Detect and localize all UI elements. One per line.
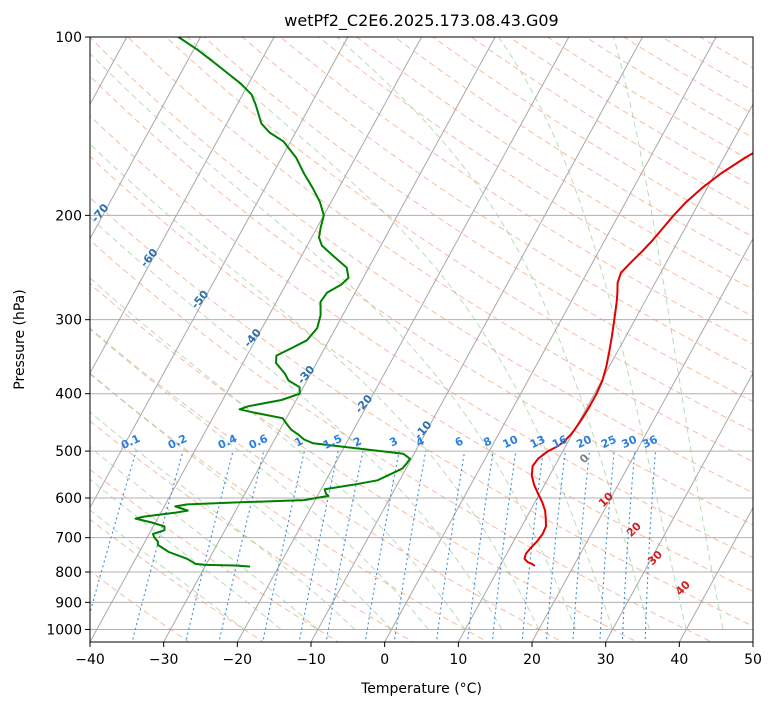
y-tick-label: 100 [55,30,82,46]
mixing-ratio-label: 10 [501,433,521,451]
x-tick-label: −20 [223,652,253,668]
isotherm-line [90,37,423,642]
y-tick-label: 800 [55,565,82,581]
x-tick-label: −30 [149,652,179,668]
y-tick-label: 300 [55,313,82,329]
chart-title: wetPf2_C2E6.2025.173.08.43.G09 [284,11,558,31]
moist-adiabat-line [90,411,356,630]
mixing-ratio-label: 20 [574,433,594,451]
x-tick-label: 40 [670,652,688,668]
moist-adiabat-line [498,37,687,630]
mixing-ratio-line [218,450,265,642]
y-tick-label: 200 [55,208,82,224]
y-tick-label: 400 [55,387,82,403]
moist-adiabat-line [613,37,724,630]
mixing-ratio-line [545,451,566,642]
dry-adiabat-line [355,37,753,290]
x-tick-label: 0 [380,652,389,668]
x-tick-label: −10 [296,652,326,668]
dry-adiabat-line [90,155,753,592]
moist-adiabat-line [90,143,540,630]
dry-adiabat-line [127,37,753,463]
dry-adiabat-line [90,327,564,642]
isotherm-line [457,103,753,642]
dry-adiabat-line [90,197,753,627]
moist-adiabat-line [90,277,466,630]
dry-adiabat-line [90,239,713,642]
mixing-ratio-line [90,450,137,615]
mixing-ratio-line [572,451,591,642]
x-tick-label: 10 [449,652,467,668]
dry-adiabat-line [279,37,753,345]
isotherm-line [163,37,496,642]
isotherm-line [90,37,275,375]
y-tick-label: 500 [55,444,82,460]
temperature-profile-line [523,151,753,567]
mixing-ratio-line [185,450,234,642]
dewpoint-profile-line [134,37,411,568]
mixing-ratio-line [621,451,636,642]
dry-adiabat-line [90,282,639,642]
isotherm-line [531,237,753,642]
mixing-ratio-label: 36 [640,433,660,451]
moist-adiabat-line [90,478,282,630]
y-axis-label: Pressure (hPa) [12,289,28,389]
isotherm-line [236,37,570,642]
mixing-ratio-line [599,451,615,642]
grid-layer [90,37,753,642]
y-tick-label: 1000 [46,622,82,638]
dry-adiabat-line [165,37,753,432]
mixing-ratio-label: 16 [550,433,570,451]
isotherm-line [90,37,349,509]
isotherm-line [384,37,717,642]
mixing-ratio-line [521,451,544,642]
y-tick-label: 700 [55,531,82,547]
mixing-ratio-line [644,451,657,642]
dry-adiabat-line [241,37,753,374]
dry-adiabat-line [90,468,340,642]
isotherm-line [310,37,644,642]
moist-adiabat-line [90,446,319,630]
x-axis-label: Temperature (°C) [360,681,482,697]
isotherm-line [90,37,202,240]
moist-adiabat-line [336,37,650,630]
lines-layer [134,37,753,568]
y-tick-label: 900 [55,595,82,611]
moist-adiabat-line [90,509,245,630]
dry-adiabat-line [90,420,414,642]
mixing-ratio-label: 13 [528,433,547,451]
mixing-ratio-line [131,450,184,642]
x-tick-label: 30 [597,652,615,668]
plot-frame [89,36,754,643]
isotherm-line [678,506,753,642]
mixing-ratio-label: 30 [620,433,640,451]
mixing-ratio-label: 25 [599,433,618,451]
x-tick-label: 50 [744,652,762,668]
x-tick-label: 20 [523,652,541,668]
moist-adiabat-line [187,37,613,630]
moist-adiabat-line [90,52,577,630]
dry-adiabat-line [90,373,489,642]
y-tick-label: 600 [55,491,82,507]
dry-adiabat-line [90,570,190,642]
ticks-layer: −40 −30 −20 −10 0 10 20 30 40 50 100 200 300 400 500 60… [46,30,762,668]
x-tick-label: −40 [75,652,105,668]
isotherm-line [605,372,753,642]
mixing-ratio-line [298,450,339,642]
mixing-ratio-line [262,450,305,642]
